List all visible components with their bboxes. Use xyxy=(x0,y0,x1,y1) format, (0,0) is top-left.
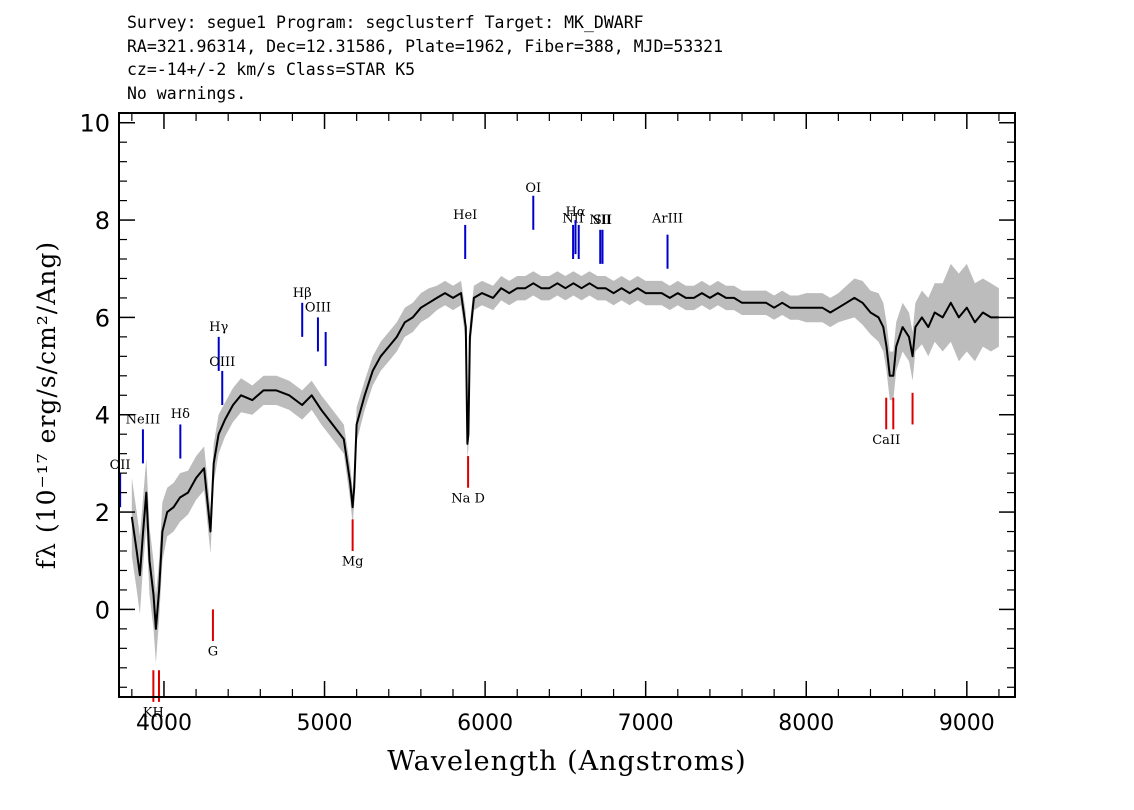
emission-line-label: Hδ xyxy=(171,407,190,422)
x-tick-label: 4000 xyxy=(136,711,192,736)
emission-line-label: NII xyxy=(562,212,584,227)
emission-line-label: Hγ xyxy=(209,320,228,335)
header-survey-line: Survey: segue1 Program: segclusterf Targ… xyxy=(127,13,644,32)
x-tick-label: 9000 xyxy=(939,711,995,736)
header-coordinates-line: RA=321.96314, Dec=12.31586, Plate=1962, … xyxy=(127,36,724,56)
emission-line-label: OII xyxy=(110,458,131,473)
spectrum-line xyxy=(130,282,999,630)
emission-line-label: OIII xyxy=(305,301,331,316)
emission-line-label: ArIII xyxy=(651,212,683,227)
y-tick-label: 8 xyxy=(95,207,110,235)
absorption-line-label: CaII xyxy=(872,433,900,448)
emission-line-label: OI xyxy=(525,181,541,196)
emission-line-label: SII xyxy=(593,213,612,228)
emission-line-label: HeI xyxy=(453,208,477,223)
axes-group: 4000 5000 6000 7000 8000 9000 0 2 4 6 8 10 xyxy=(79,110,1015,736)
error-band-group xyxy=(131,263,999,663)
x-tick-label: 7000 xyxy=(618,711,674,736)
x-axis-label: Wavelength (Angstroms) xyxy=(387,746,746,777)
emission-line-label: Hα xyxy=(565,205,585,220)
emission-line-label: OIII xyxy=(209,355,235,370)
absorption-line-label: Na D xyxy=(451,491,485,506)
header-redshift-line: cz=-14+/-2 km/s Class=STAR K5 xyxy=(127,60,416,79)
y-tick-label: 10 xyxy=(79,110,110,138)
emission-line-label: NeIII xyxy=(126,412,160,427)
plot-frame xyxy=(118,112,1016,698)
header-warnings-line: No warnings. xyxy=(127,83,247,103)
x-tick-label: 5000 xyxy=(297,711,353,736)
absorption-line-label: G xyxy=(208,645,218,660)
absorption-line-label: Mg xyxy=(342,555,364,570)
y-axis-label: fλ (10⁻¹⁷ erg/s/cm²/Ang) xyxy=(32,241,61,569)
emission-line-label: Hβ xyxy=(293,286,312,301)
y-tick-label: 0 xyxy=(95,596,110,624)
spectrum-header: Survey: segue1 Program: segclusterf Targ… xyxy=(127,11,723,105)
absorption-line-label: KH xyxy=(143,705,164,720)
y-tick-label: 6 xyxy=(95,304,110,332)
spectrum-series-group xyxy=(130,282,999,630)
x-tick-label: 8000 xyxy=(778,711,834,736)
error-band xyxy=(131,263,999,663)
y-tick-label: 2 xyxy=(95,499,110,527)
emission-line-label: NII xyxy=(589,213,611,228)
x-tick-label: 6000 xyxy=(457,711,513,736)
y-tick-label: 4 xyxy=(95,402,110,430)
